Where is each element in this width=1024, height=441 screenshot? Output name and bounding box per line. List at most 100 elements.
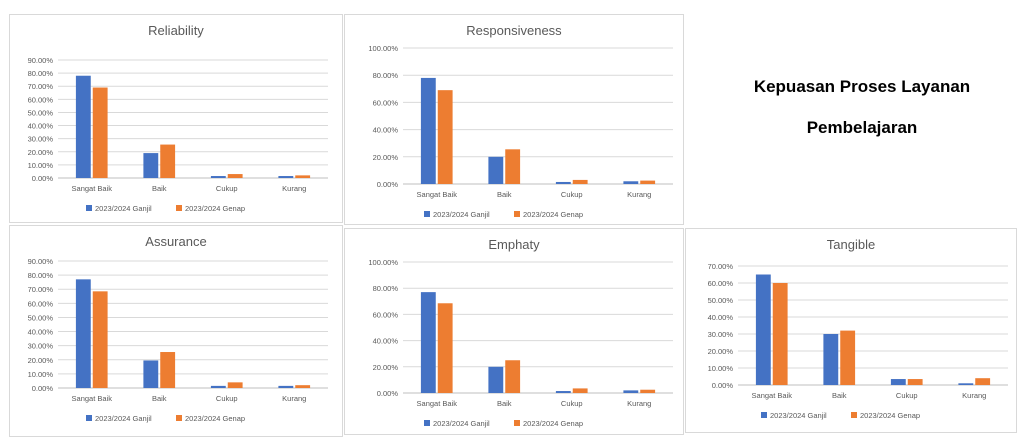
chart-svg: Tangible 0.00% 10.00% 20.00% 30.00% 40.00% 50.… xyxy=(708,237,1008,420)
y-tick-label: 50.00% xyxy=(28,108,54,117)
bar-ganjil xyxy=(623,390,639,393)
legend-label: 2023/2024 Genap xyxy=(860,411,920,420)
y-tick-label: 30.00% xyxy=(28,135,54,144)
y-tick-label: 30.00% xyxy=(28,342,54,351)
legend-label: 2023/2024 Ganjil xyxy=(433,419,490,428)
x-tick-label: Kurang xyxy=(282,184,306,193)
bar-genap xyxy=(92,291,108,388)
y-tick-label: 10.00% xyxy=(28,161,54,170)
bar-ganjil xyxy=(488,156,504,184)
x-tick-label: Sangat Baik xyxy=(417,399,458,408)
bar-genap xyxy=(907,379,923,385)
bar-ganjil xyxy=(210,176,226,178)
x-tick-label: Cukup xyxy=(896,391,918,400)
heading-line-2: Pembelajaran xyxy=(806,118,918,137)
x-tick-label: Cukup xyxy=(216,184,238,193)
bar-ganjil xyxy=(143,153,159,178)
x-tick-label: Cukup xyxy=(216,394,238,403)
legend-label: 2023/2024 Ganjil xyxy=(770,411,827,420)
chart-legend: 2023/2024 Ganjil 2023/2024 Genap xyxy=(86,204,245,213)
y-tick-label: 80.00% xyxy=(373,71,399,80)
legend-swatch xyxy=(761,412,767,418)
bar-ganjil xyxy=(555,391,571,393)
legend-label: 2023/2024 Genap xyxy=(523,210,583,219)
y-tick-label: 20.00% xyxy=(708,347,734,356)
bar-ganjil xyxy=(75,75,91,178)
bar-genap xyxy=(295,385,311,388)
chart-title: Emphaty xyxy=(488,237,540,252)
y-tick-label: 40.00% xyxy=(373,337,399,346)
chart-panel-emphaty: Emphaty 0.00% 20.00% 40.00% 60.00% 80.00% 100.… xyxy=(344,228,684,435)
bar-genap xyxy=(92,87,108,178)
legend-label: 2023/2024 Genap xyxy=(185,204,245,213)
bar-genap xyxy=(295,175,311,178)
legend-swatch xyxy=(514,211,520,217)
bar-genap xyxy=(227,382,243,388)
legend-label: 2023/2024 Genap xyxy=(523,419,583,428)
bar-genap xyxy=(437,90,453,184)
bar-ganjil xyxy=(420,77,436,184)
legend-swatch xyxy=(851,412,857,418)
legend-swatch xyxy=(176,205,182,211)
y-tick-label: 80.00% xyxy=(28,271,54,280)
y-tick-label: 80.00% xyxy=(373,284,399,293)
chart-panel-reliability: Reliability 0.00% 10.00% 20.00% 30.00% 40.00%… xyxy=(9,14,343,223)
y-tick-label: 60.00% xyxy=(373,310,399,319)
bar-ganjil xyxy=(143,360,159,388)
bar-genap xyxy=(437,303,453,393)
y-tick-label: 0.00% xyxy=(712,381,734,390)
y-tick-label: 70.00% xyxy=(28,82,54,91)
bar-genap xyxy=(572,388,588,393)
chart-title: Tangible xyxy=(827,237,875,252)
x-tick-label: Cukup xyxy=(561,190,583,199)
chart-panel-tangible: Tangible 0.00% 10.00% 20.00% 30.00% 40.00% 50.… xyxy=(685,228,1017,433)
x-tick-label: Sangat Baik xyxy=(417,190,458,199)
bar-genap xyxy=(160,352,176,388)
y-tick-label: 90.00% xyxy=(28,56,54,65)
y-tick-label: 20.00% xyxy=(373,363,399,372)
x-tick-label: Kurang xyxy=(627,190,651,199)
chart-svg: Assurance 0.00% 10.00% 20.00% 30.00% 40.00% 50… xyxy=(28,234,328,423)
y-tick-label: 60.00% xyxy=(708,279,734,288)
bar-genap xyxy=(160,144,176,178)
chart-panel-assurance: Assurance 0.00% 10.00% 20.00% 30.00% 40.00% 50… xyxy=(9,225,343,437)
bar-ganjil xyxy=(278,176,294,178)
legend-swatch xyxy=(424,420,430,426)
y-tick-label: 70.00% xyxy=(708,262,734,271)
y-tick-label: 30.00% xyxy=(708,330,734,339)
chart-svg: Responsiveness 0.00% 20.00% 40.00% 60.00% 80.… xyxy=(368,23,673,219)
chart-svg: Reliability 0.00% 10.00% 20.00% 30.00% 40.00%… xyxy=(28,23,328,213)
chart-title: Assurance xyxy=(145,234,206,249)
y-tick-label: 20.00% xyxy=(28,356,54,365)
legend-label: 2023/2024 Genap xyxy=(185,414,245,423)
y-tick-label: 40.00% xyxy=(708,313,734,322)
y-tick-label: 100.00% xyxy=(368,44,398,53)
y-tick-label: 0.00% xyxy=(32,174,54,183)
x-tick-label: Kurang xyxy=(627,399,651,408)
y-tick-label: 70.00% xyxy=(28,285,54,294)
bar-ganjil xyxy=(488,366,504,393)
y-tick-label: 20.00% xyxy=(373,153,399,162)
bar-ganjil xyxy=(75,279,91,388)
x-tick-label: Baik xyxy=(152,394,167,403)
legend-swatch xyxy=(86,205,92,211)
y-tick-label: 80.00% xyxy=(28,69,54,78)
legend-swatch xyxy=(424,211,430,217)
y-tick-label: 0.00% xyxy=(377,389,399,398)
bar-genap xyxy=(505,149,521,184)
y-tick-label: 50.00% xyxy=(28,313,54,322)
bar-ganjil xyxy=(890,379,906,385)
x-tick-label: Kurang xyxy=(962,391,986,400)
chart-svg: Emphaty 0.00% 20.00% 40.00% 60.00% 80.00% 100.… xyxy=(368,237,673,428)
bar-ganjil xyxy=(958,383,974,385)
bar-genap xyxy=(840,330,856,385)
bar-genap xyxy=(975,378,991,385)
y-tick-label: 90.00% xyxy=(28,257,54,266)
y-tick-label: 20.00% xyxy=(28,148,54,157)
y-tick-label: 100.00% xyxy=(368,258,398,267)
y-tick-label: 60.00% xyxy=(28,95,54,104)
bar-ganjil xyxy=(823,334,839,385)
y-tick-label: 40.00% xyxy=(373,126,399,135)
chart-title: Responsiveness xyxy=(466,23,562,38)
bar-ganjil xyxy=(420,292,436,393)
